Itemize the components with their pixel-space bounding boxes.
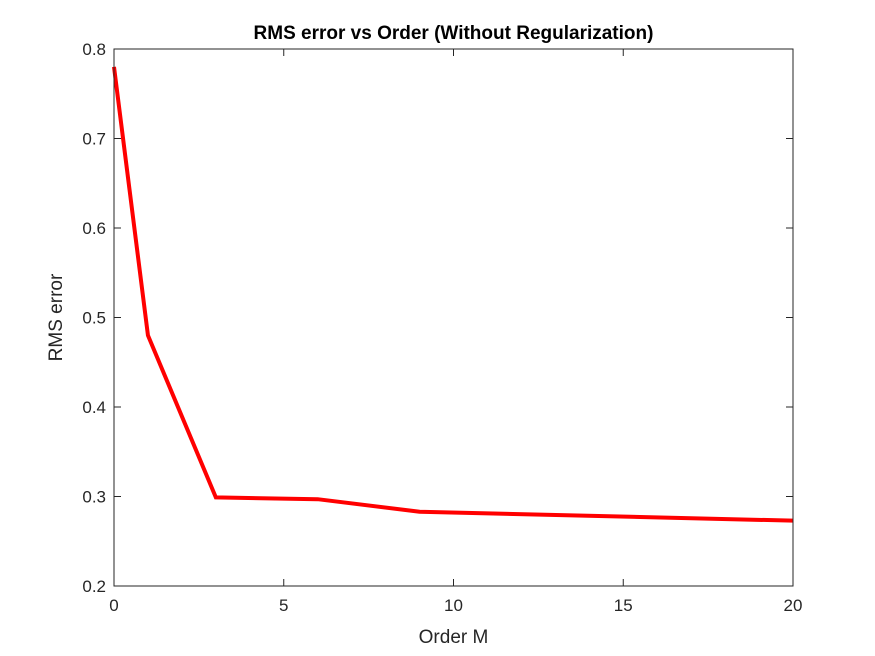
y-tick-label: 0.5 xyxy=(82,309,106,328)
x-tick-label: 10 xyxy=(444,596,463,615)
y-axis-ticks: 0.2 0.3 0.4 0.5 0.6 0.7 0.8 xyxy=(82,40,793,596)
x-tick-label: 0 xyxy=(109,596,118,615)
y-tick-label: 0.2 xyxy=(82,577,106,596)
series-layer xyxy=(112,66,794,523)
x-tick-label: 5 xyxy=(279,596,288,615)
series-line xyxy=(112,66,794,523)
x-tick-label: 20 xyxy=(784,596,803,615)
x-tick-label: 15 xyxy=(614,596,633,615)
plot-area xyxy=(114,49,793,586)
y-tick-label: 0.7 xyxy=(82,130,106,149)
y-tick-label: 0.6 xyxy=(82,219,106,238)
y-tick-label: 0.3 xyxy=(82,488,106,507)
y-axis-label: RMS error xyxy=(46,273,67,361)
x-axis-ticks: 0 5 10 15 20 xyxy=(109,49,802,615)
chart-title: RMS error vs Order (Without Regularizati… xyxy=(254,23,654,44)
y-tick-label: 0.8 xyxy=(82,40,106,59)
x-axis-label: Order M xyxy=(419,627,489,648)
y-tick-label: 0.4 xyxy=(82,398,106,417)
